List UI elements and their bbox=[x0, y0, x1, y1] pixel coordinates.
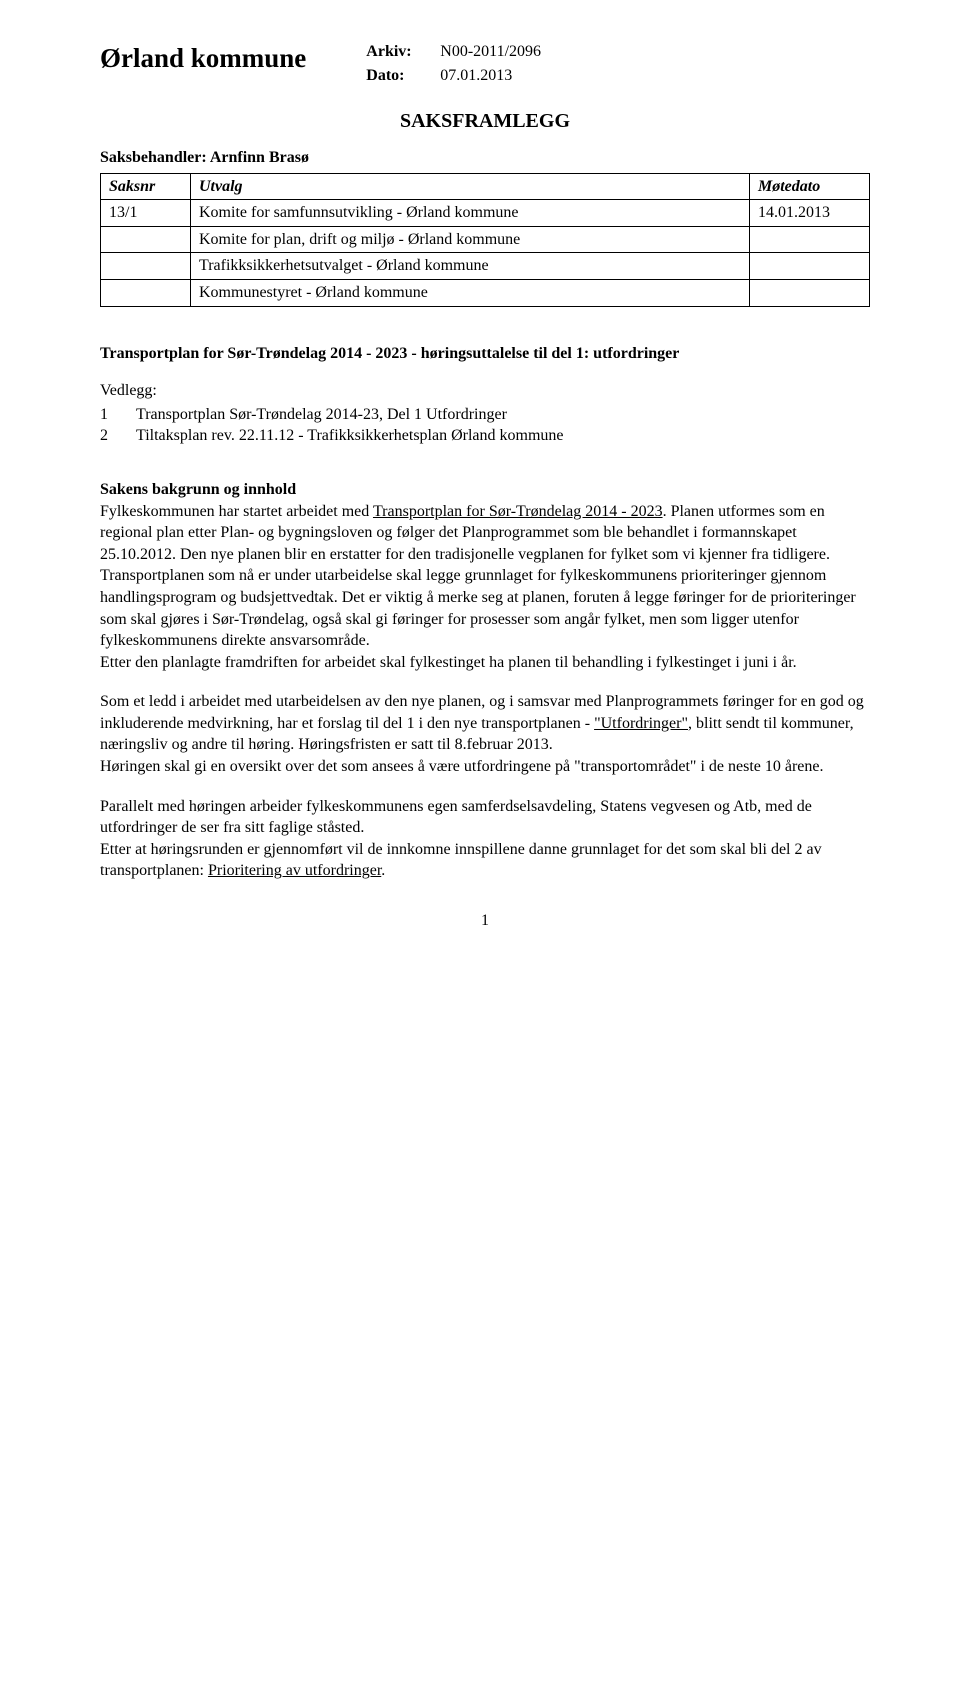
table-row: Komite for plan, drift og miljø - Ørland… bbox=[101, 226, 870, 253]
header-metadata: Arkiv: N00-2011/2096 Dato: 07.01.2013 bbox=[366, 40, 541, 88]
text-span: . Planen utformes som en regional plan e… bbox=[100, 503, 856, 650]
body-paragraph: Som et ledd i arbeidet med utarbeidelsen… bbox=[100, 691, 870, 777]
body-content: Sakens bakgrunn og innhold Fylkeskommune… bbox=[100, 479, 870, 882]
text-span: Etter den planlagte framdriften for arbe… bbox=[100, 654, 797, 671]
cell-utvalg: Trafikksikkerhetsutvalget - Ørland kommu… bbox=[191, 253, 750, 280]
vedlegg-text: Transportplan Sør-Trøndelag 2014-23, Del… bbox=[136, 404, 870, 426]
document-header: Ørland kommune Arkiv: N00-2011/2096 Dato… bbox=[100, 40, 870, 88]
table-header-row: Saksnr Utvalg Møtedato bbox=[101, 173, 870, 200]
th-motedato: Møtedato bbox=[750, 173, 870, 200]
vedlegg-item: 2 Tiltaksplan rev. 22.11.12 - Trafikksik… bbox=[100, 425, 870, 447]
dato-label: Dato: bbox=[366, 64, 436, 88]
cell-utvalg: Komite for samfunnsutvikling - Ørland ko… bbox=[191, 200, 750, 227]
text-span: . bbox=[381, 862, 385, 879]
cell-saksnr bbox=[101, 226, 191, 253]
vedlegg-num: 2 bbox=[100, 425, 136, 447]
th-utvalg: Utvalg bbox=[191, 173, 750, 200]
saksbehandler: Saksbehandler: Arnfinn Brasø bbox=[100, 147, 870, 169]
municipality-name: Ørland kommune bbox=[100, 40, 306, 76]
th-saksnr: Saksnr bbox=[101, 173, 191, 200]
cell-motedato bbox=[750, 253, 870, 280]
table-row: Kommunestyret - Ørland kommune bbox=[101, 279, 870, 306]
underlined-text: Prioritering av utfordringer bbox=[208, 862, 381, 879]
cell-saksnr: 13/1 bbox=[101, 200, 191, 227]
cell-utvalg: Kommunestyret - Ørland kommune bbox=[191, 279, 750, 306]
cell-motedato bbox=[750, 226, 870, 253]
vedlegg-num: 1 bbox=[100, 404, 136, 426]
body-paragraph: Fylkeskommunen har startet arbeidet med … bbox=[100, 501, 870, 674]
vedlegg-list: 1 Transportplan Sør-Trøndelag 2014-23, D… bbox=[100, 404, 870, 447]
text-span: Fylkeskommunen har startet arbeidet med bbox=[100, 503, 373, 520]
cell-motedato: 14.01.2013 bbox=[750, 200, 870, 227]
vedlegg-item: 1 Transportplan Sør-Trøndelag 2014-23, D… bbox=[100, 404, 870, 426]
arkiv-label: Arkiv: bbox=[366, 40, 436, 64]
arkiv-value: N00-2011/2096 bbox=[440, 43, 541, 60]
cell-utvalg: Komite for plan, drift og miljø - Ørland… bbox=[191, 226, 750, 253]
vedlegg-label: Vedlegg: bbox=[100, 380, 870, 402]
cell-motedato bbox=[750, 279, 870, 306]
page-number: 1 bbox=[100, 910, 870, 932]
table-row: 13/1 Komite for samfunnsutvikling - Ørla… bbox=[101, 200, 870, 227]
text-span: Parallelt med høringen arbeider fylkesko… bbox=[100, 798, 812, 837]
case-table: Saksnr Utvalg Møtedato 13/1 Komite for s… bbox=[100, 173, 870, 307]
vedlegg-text: Tiltaksplan rev. 22.11.12 - Trafikksikke… bbox=[136, 425, 870, 447]
case-title: Transportplan for Sør-Trøndelag 2014 - 2… bbox=[100, 343, 870, 365]
framlegg-title: SAKSFRAMLEGG bbox=[100, 108, 870, 135]
body-paragraph: Parallelt med høringen arbeider fylkesko… bbox=[100, 796, 870, 882]
text-span: Høringen skal gi en oversikt over det so… bbox=[100, 758, 824, 775]
dato-value: 07.01.2013 bbox=[440, 67, 512, 84]
cell-saksnr bbox=[101, 279, 191, 306]
underlined-text: "Utfordringer" bbox=[594, 715, 688, 732]
vedlegg-section: Vedlegg: 1 Transportplan Sør-Trøndelag 2… bbox=[100, 380, 870, 447]
cell-saksnr bbox=[101, 253, 191, 280]
underlined-text: Transportplan for Sør-Trøndelag 2014 - 2… bbox=[373, 503, 663, 520]
section-heading: Sakens bakgrunn og innhold bbox=[100, 479, 870, 501]
table-row: Trafikksikkerhetsutvalget - Ørland kommu… bbox=[101, 253, 870, 280]
